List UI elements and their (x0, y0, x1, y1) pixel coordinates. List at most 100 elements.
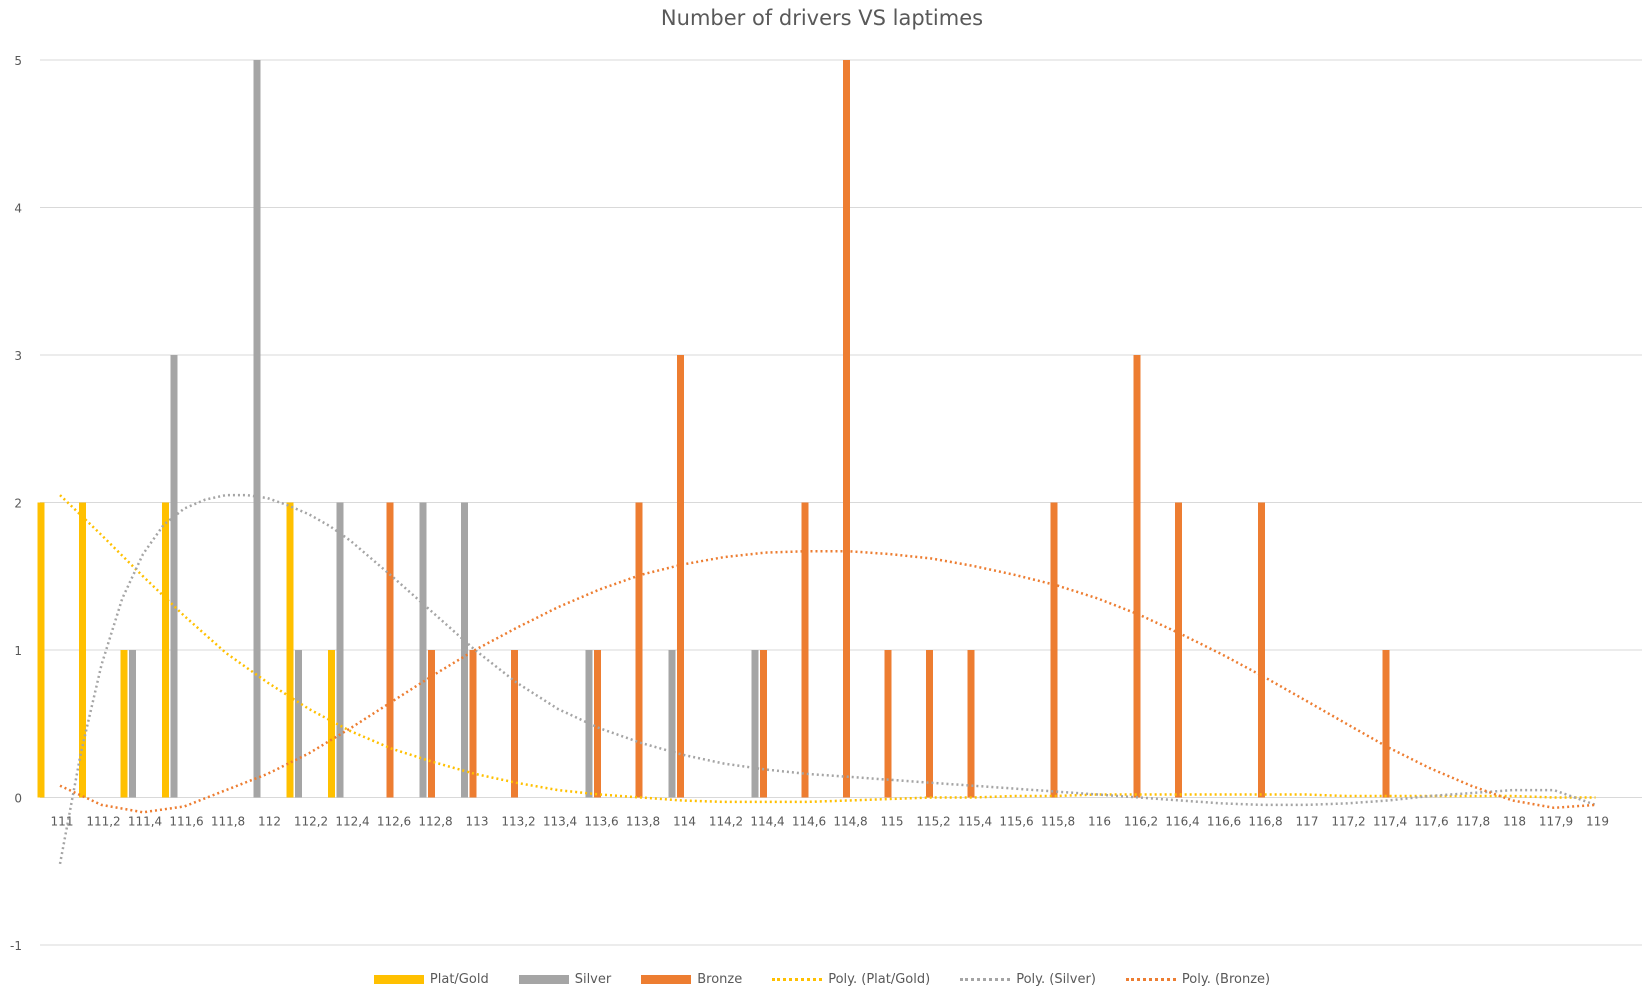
legend-label: Poly. (Silver) (1016, 972, 1096, 987)
legend: Plat/Gold Silver Bronze Poly. (Plat/Gold) Po… (0, 972, 1644, 987)
bar-bronze (926, 650, 933, 798)
legend-item: Poly. (Silver) (960, 972, 1096, 987)
y-tick-label: 1 (14, 644, 22, 658)
x-tick-label: 113 (466, 815, 489, 829)
x-tick-label: 115,4 (958, 815, 992, 829)
bar-plat-gold (162, 502, 169, 798)
x-tick-label: 112,8 (418, 815, 452, 829)
x-tick-label: 113,2 (501, 815, 535, 829)
x-tick-label: 113,4 (543, 815, 577, 829)
x-tick-label: 116,6 (1207, 815, 1241, 829)
y-tick-label: 4 (14, 202, 22, 216)
bar-plat-gold (328, 650, 335, 798)
x-tick-label: 116 (1088, 815, 1111, 829)
x-tick-label: 111 (51, 815, 74, 829)
legend-swatch (641, 975, 692, 984)
x-tick-label: 115 (881, 815, 904, 829)
bar-plat-gold (286, 502, 294, 798)
bar-bronze (428, 650, 435, 798)
x-tick-label: 117,8 (1456, 815, 1490, 829)
x-tick-label: 115,8 (1041, 815, 1075, 829)
legend-swatch (1125, 978, 1176, 981)
legend-item: Bronze (641, 972, 742, 987)
x-tick-label: 115,2 (916, 815, 950, 829)
bar-bronze (386, 502, 394, 798)
legend-label: Silver (574, 972, 612, 987)
y-tick-label: 2 (14, 497, 22, 511)
x-tick-label: 117,6 (1414, 815, 1448, 829)
x-tick-label: 117,4 (1373, 815, 1407, 829)
bar-silver (419, 502, 427, 798)
bar-silver (336, 502, 344, 798)
legend-swatch (960, 978, 1011, 981)
bar-silver (668, 650, 676, 798)
trendline-poly-silver (58, 493, 1596, 865)
bar-bronze (1382, 650, 1390, 798)
y-tick-label: -1 (10, 939, 22, 953)
bar-bronze (677, 355, 684, 798)
y-tick-label: 0 (14, 792, 22, 806)
bar-bronze (1050, 502, 1058, 798)
bar-bronze (884, 650, 892, 798)
bar-bronze (843, 60, 850, 798)
x-tick-label: 117,2 (1331, 815, 1365, 829)
legend-item: Poly. (Bronze) (1125, 972, 1271, 987)
legend-label: Poly. (Plat/Gold) (828, 972, 931, 987)
legend-label: Poly. (Bronze) (1181, 972, 1271, 987)
x-tick-label: 111,6 (169, 815, 203, 829)
x-tick-label: 113,6 (584, 815, 618, 829)
bar-plat-gold (37, 502, 45, 798)
bar-plat-gold (79, 502, 86, 798)
x-tick-label: 111,4 (128, 815, 162, 829)
legend-item: Plat/Gold (373, 972, 489, 987)
y-tick-label: 5 (14, 54, 22, 68)
x-tick-label: 113,8 (626, 815, 660, 829)
legend-swatch (373, 975, 424, 984)
bar-silver (295, 650, 302, 798)
x-tick-label: 118 (1503, 815, 1526, 829)
bar-silver (253, 60, 261, 798)
bar-bronze (594, 650, 601, 798)
legend-item: Silver (518, 972, 612, 987)
bar-bronze (967, 650, 975, 798)
x-tick-label: 116,8 (1248, 815, 1282, 829)
legend-swatch (518, 975, 569, 984)
x-tick-label: 116,2 (1124, 815, 1158, 829)
legend-swatch (772, 978, 823, 981)
legend-label: Plat/Gold (429, 972, 489, 987)
x-tick-label: 111,2 (86, 815, 120, 829)
y-tick-label: 3 (14, 349, 22, 363)
bar-bronze (1175, 502, 1182, 798)
legend-item: Poly. (Plat/Gold) (772, 972, 930, 987)
bar-silver (461, 502, 468, 798)
x-tick-label: 114 (673, 815, 696, 829)
x-tick-label: 112,4 (335, 815, 369, 829)
bar-bronze (469, 650, 477, 798)
x-tick-label: 116,4 (1165, 815, 1199, 829)
x-tick-label: 117,9 (1539, 815, 1573, 829)
x-tick-label: 115,6 (999, 815, 1033, 829)
bar-bronze (511, 650, 518, 798)
x-tick-label: 114,6 (792, 815, 826, 829)
x-tick-label: 119 (1586, 815, 1609, 829)
x-tick-label: 111,8 (211, 815, 245, 829)
x-tick-label: 114,2 (709, 815, 743, 829)
x-tick-label: 112 (258, 815, 281, 829)
bar-plat-gold (120, 650, 128, 798)
x-tick-label: 117 (1296, 815, 1319, 829)
bar-bronze (635, 502, 643, 798)
bar-silver (170, 355, 178, 798)
x-tick-label: 114,8 (833, 815, 867, 829)
bar-bronze (801, 502, 809, 798)
x-tick-label: 112,2 (294, 815, 328, 829)
chart-title: Number of drivers VS laptimes (660, 6, 984, 30)
bar-bronze (1133, 355, 1141, 798)
x-tick-label: 114,4 (750, 815, 784, 829)
bar-bronze (1258, 502, 1265, 798)
legend-label: Bronze (697, 972, 743, 987)
bar-silver (751, 650, 759, 798)
bar-bronze (760, 650, 767, 798)
x-tick-label: 112,6 (377, 815, 411, 829)
